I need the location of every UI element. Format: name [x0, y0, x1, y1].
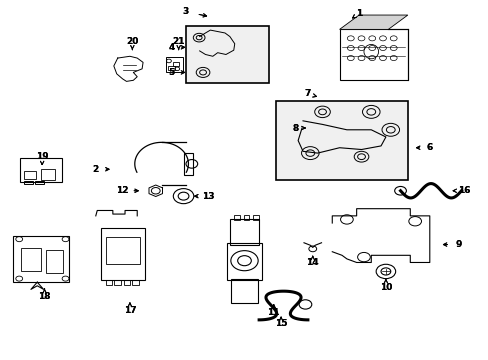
- Text: 6: 6: [426, 143, 432, 152]
- Bar: [165, 57, 183, 72]
- Bar: [123, 280, 130, 285]
- Polygon shape: [339, 15, 407, 30]
- Bar: [339, 30, 407, 80]
- Text: 10: 10: [379, 283, 391, 292]
- Text: 8: 8: [292, 123, 298, 132]
- Text: 13: 13: [201, 192, 214, 201]
- Bar: [230, 279, 258, 303]
- Text: 19: 19: [36, 152, 48, 161]
- Bar: [21, 248, 41, 271]
- Text: 5: 5: [168, 68, 174, 77]
- Text: 6: 6: [426, 143, 432, 152]
- Text: 4: 4: [168, 43, 174, 52]
- Text: 11: 11: [267, 308, 280, 317]
- Bar: [227, 243, 261, 280]
- Bar: [253, 215, 259, 220]
- Bar: [35, 181, 43, 184]
- Bar: [24, 181, 33, 184]
- Text: 9: 9: [455, 240, 461, 249]
- Text: 12: 12: [116, 186, 128, 195]
- Text: 9: 9: [455, 240, 461, 249]
- Text: 3: 3: [182, 7, 188, 16]
- Text: 12: 12: [116, 186, 128, 195]
- Text: 13: 13: [201, 192, 214, 201]
- Text: 18: 18: [38, 292, 51, 301]
- Text: 20: 20: [126, 37, 138, 46]
- Text: 14: 14: [306, 258, 319, 267]
- Text: 7: 7: [304, 89, 310, 98]
- Text: 10: 10: [379, 283, 391, 292]
- Bar: [13, 235, 69, 282]
- Text: 20: 20: [126, 37, 138, 46]
- Bar: [243, 215, 249, 220]
- Bar: [114, 280, 121, 285]
- Text: 19: 19: [36, 152, 48, 161]
- Text: 7: 7: [304, 89, 310, 98]
- Text: 16: 16: [457, 186, 469, 195]
- Bar: [229, 220, 259, 244]
- Bar: [20, 158, 61, 182]
- Text: 14: 14: [306, 258, 319, 267]
- Text: 16: 16: [457, 186, 469, 195]
- Bar: [183, 153, 193, 175]
- Bar: [45, 250, 62, 273]
- Bar: [132, 280, 139, 285]
- Text: 5: 5: [168, 68, 174, 77]
- Bar: [276, 101, 407, 180]
- Bar: [185, 26, 268, 83]
- Bar: [105, 280, 112, 285]
- Text: 18: 18: [38, 292, 51, 301]
- Bar: [101, 228, 144, 280]
- Text: 21: 21: [172, 37, 184, 46]
- Text: 1: 1: [355, 9, 362, 18]
- Bar: [233, 215, 239, 220]
- Bar: [41, 169, 55, 180]
- Text: 15: 15: [274, 319, 287, 328]
- Text: 4: 4: [168, 43, 174, 52]
- Bar: [24, 171, 36, 179]
- Text: 2: 2: [92, 165, 99, 174]
- Bar: [172, 62, 179, 66]
- Text: 17: 17: [123, 306, 136, 315]
- Text: 11: 11: [267, 308, 280, 317]
- Text: 3: 3: [182, 7, 188, 16]
- Text: 2: 2: [92, 165, 99, 174]
- Bar: [105, 237, 140, 264]
- Text: 8: 8: [292, 123, 298, 132]
- Text: 15: 15: [274, 319, 287, 328]
- Bar: [168, 66, 174, 70]
- Text: 1: 1: [355, 9, 362, 18]
- Text: 17: 17: [123, 306, 136, 315]
- Text: 21: 21: [172, 37, 184, 46]
